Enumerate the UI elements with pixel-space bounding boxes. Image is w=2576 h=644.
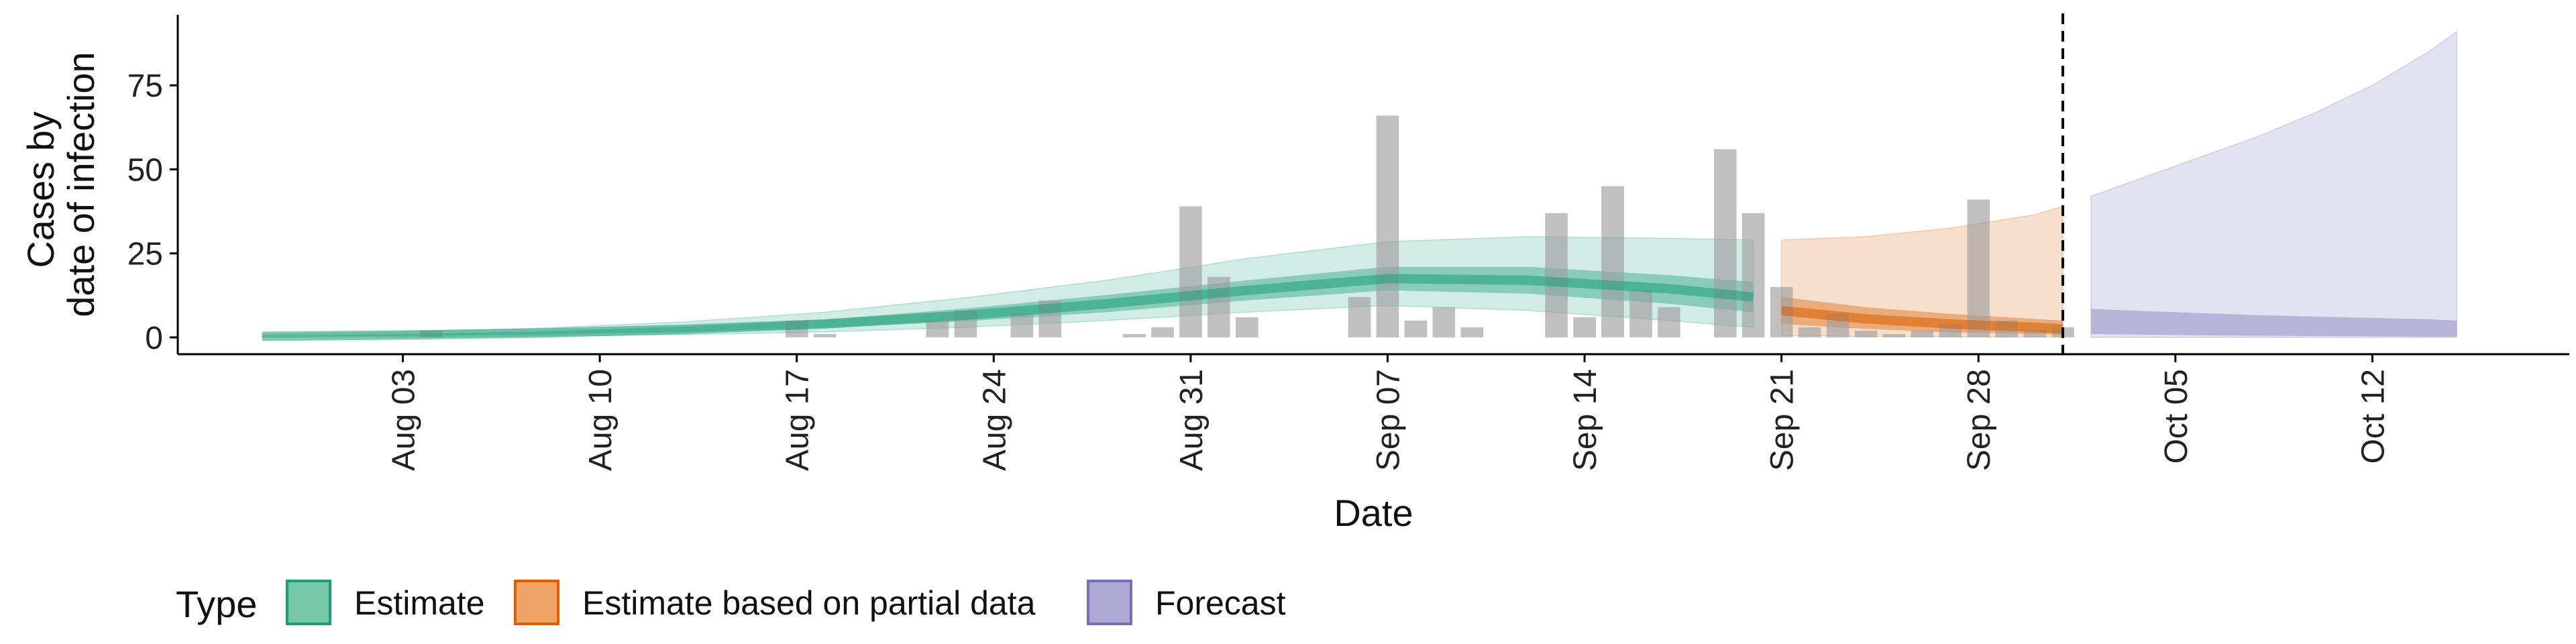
- bar: [1854, 330, 1878, 337]
- x-axis-title: Date: [1334, 492, 1413, 534]
- legend-label: Forecast: [1155, 584, 1286, 622]
- x-tick-label: Oct 05: [2159, 369, 2194, 464]
- uncertainty-bands: [262, 30, 2457, 338]
- legend-key: [1087, 580, 1132, 625]
- bar: [1798, 327, 1821, 337]
- legend-title: Type: [176, 583, 257, 625]
- x-tick-label: Sep 07: [1371, 369, 1406, 471]
- bar: [1882, 333, 1906, 337]
- x-tick-label: Sep 14: [1568, 369, 1603, 471]
- case-bars: [419, 115, 2074, 338]
- legend: Type Estimate Estimate based on partial d…: [176, 580, 1286, 625]
- band-outer: [2090, 30, 2457, 338]
- legend-label: Estimate based on partial data: [582, 584, 1036, 622]
- bar: [1545, 213, 1568, 337]
- bar: [1629, 290, 1652, 337]
- bar: [1460, 327, 1484, 337]
- y-tick-label: 75: [127, 68, 163, 104]
- bar: [1741, 213, 1765, 337]
- median-line: [1780, 305, 2063, 334]
- x-tick-label: Sep 28: [1962, 369, 1997, 471]
- y-tick-label: 0: [145, 321, 163, 356]
- x-tick-label: Oct 12: [2355, 369, 2391, 464]
- legend-key: [514, 580, 559, 625]
- bar: [2023, 330, 2046, 337]
- plot-area: [262, 13, 2457, 354]
- bar: [1208, 276, 1230, 337]
- x-tick-label: Aug 31: [1174, 369, 1210, 471]
- y-axis-title: Cases by date of infection: [19, 52, 102, 317]
- bar: [1010, 313, 1034, 337]
- x-tick-label: Aug 03: [386, 369, 422, 471]
- y-axis-ticks: 0 25 50 75: [127, 68, 178, 356]
- y-tick-label: 25: [127, 237, 163, 272]
- band-inner: [2091, 309, 2457, 337]
- median-lines: [262, 274, 2063, 341]
- bar: [1236, 317, 1258, 337]
- bar: [1967, 199, 1990, 337]
- x-tick-label: Sep 21: [1765, 369, 1801, 471]
- bar: [1658, 307, 1680, 337]
- bar: [1432, 307, 1456, 337]
- bar: [1151, 327, 1174, 337]
- median-line: [262, 274, 1754, 341]
- bar: [926, 320, 949, 337]
- x-axis-ticks: Aug 03 Aug 10 Aug 17 Aug 24 Aug 31 Sep 07 Sep …: [386, 354, 2391, 471]
- bar: [1714, 149, 1737, 337]
- x-tick-label: Aug 24: [977, 369, 1012, 471]
- bar: [813, 333, 837, 337]
- bar: [1179, 206, 1202, 337]
- bar: [1404, 320, 1428, 337]
- legend-key: [286, 580, 331, 625]
- bar: [1573, 317, 1596, 337]
- y-axis-title-line-1: Cases by: [19, 111, 62, 268]
- bar: [1348, 297, 1371, 337]
- x-tick-label: Aug 10: [583, 369, 619, 471]
- axes: 0 25 50 75 Aug 03 Aug 10 Aug 17 Aug 24 Aug 31 Se…: [127, 15, 2569, 471]
- y-tick-label: 50: [127, 152, 163, 188]
- bar: [1376, 115, 1399, 338]
- bar: [1123, 333, 1146, 337]
- y-axis-title-line-2: date of infection: [60, 52, 102, 317]
- legend-label: Estimate: [354, 584, 485, 622]
- bar: [1601, 186, 1624, 337]
- bar: [1911, 330, 1934, 337]
- x-tick-label: Aug 17: [780, 369, 816, 471]
